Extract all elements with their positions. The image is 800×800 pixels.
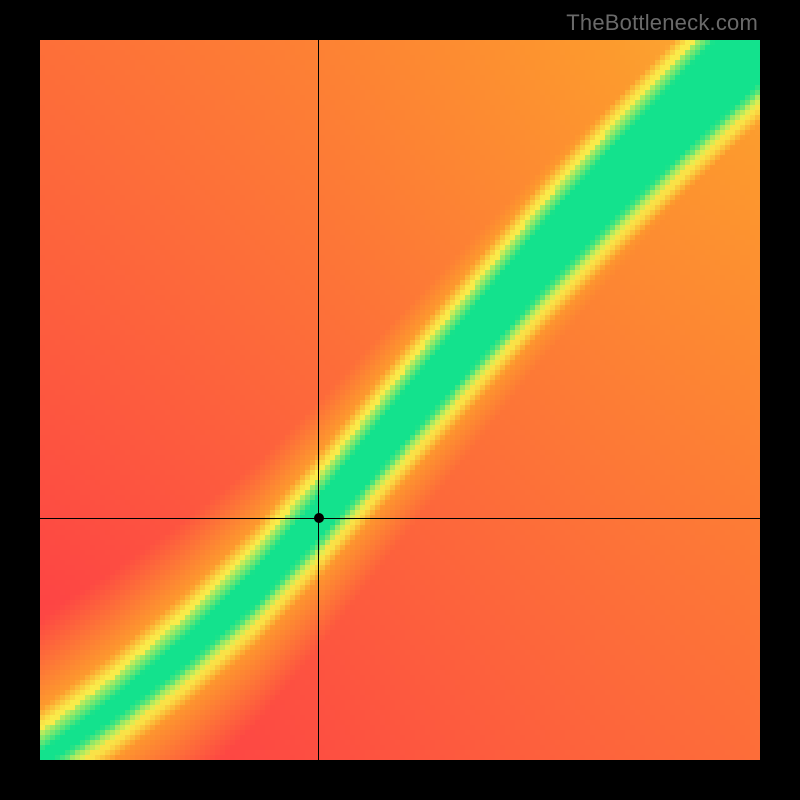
crosshair-vertical	[318, 40, 319, 760]
heatmap-canvas	[40, 40, 760, 760]
crosshair-horizontal	[40, 518, 760, 519]
watermark-text: TheBottleneck.com	[566, 10, 758, 36]
crosshair-marker	[314, 513, 324, 523]
chart-container: TheBottleneck.com	[0, 0, 800, 800]
